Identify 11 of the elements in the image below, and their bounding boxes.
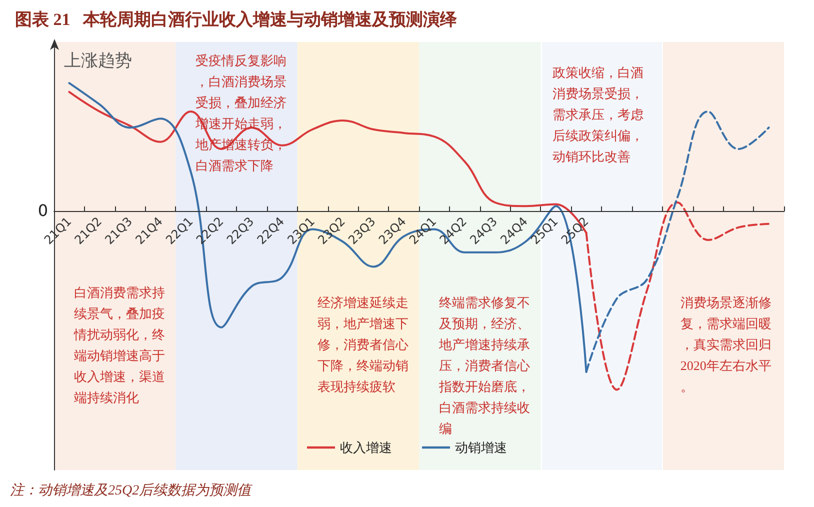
y-axis-title: 上涨趋势	[64, 51, 132, 70]
chart-title: 图表 21 本轮周期白酒行业收入增速与动销增速及预测演绎	[15, 10, 458, 29]
band-label: 白酒消费需求持续景气，叠加疫情扰动弱化，终端动销增速高于收入增速，渠道端持续消化	[73, 285, 165, 405]
band-label: 终端需求修复不及预期，经济、地产增速持续承压，消费者信心指数开始磨底，白酒需求持续收编	[438, 295, 530, 436]
legend-label: 收入增速	[340, 440, 392, 455]
annotation: 消费场景逐渐修复，需求端回暖，真实需求回归2020年左右水平。	[680, 295, 772, 394]
annotation: 政策收缩，白酒消费场景受损，需求承压，考虑后续政策纠偏，动销环比改善	[552, 65, 644, 164]
text: 0	[38, 200, 48, 220]
legend-label: 动销增速	[455, 440, 507, 455]
text: 注：动销增速及25Q2后续数据为预测值	[10, 482, 254, 498]
band-label: 经济增速延续走弱，地产增速下修，消费者信心下降，终端动销表现持续疲软	[317, 295, 408, 394]
